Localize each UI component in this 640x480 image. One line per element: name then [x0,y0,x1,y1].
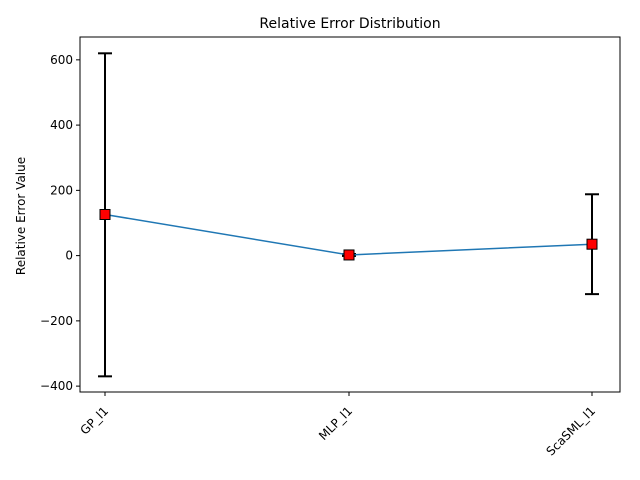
axes: −400 −200 0 200 400 600 GP_l1 MLP_l1 ScaSML_l1 [40,53,598,459]
y-tick-label: 0 [65,249,73,263]
y-tick-label: 600 [50,53,73,67]
x-tick-label: GP_l1 [78,404,112,438]
chart-title: Relative Error Distribution [259,16,440,32]
plot-frame [79,36,621,393]
data-point [586,238,598,250]
x-tick-label: ScaSML_l1 [544,404,599,459]
y-tick-label: −400 [40,379,73,393]
series-line [104,213,593,256]
x-tick-label: MLP_l1 [316,404,355,443]
data-point [343,249,355,261]
y-axis-label: Relative Error Value [14,157,28,275]
marks [98,52,599,378]
y-tick-label: 200 [50,183,73,197]
y-tick-label: 400 [50,118,73,132]
data-point [99,209,111,220]
y-tick-label: −200 [40,314,73,328]
